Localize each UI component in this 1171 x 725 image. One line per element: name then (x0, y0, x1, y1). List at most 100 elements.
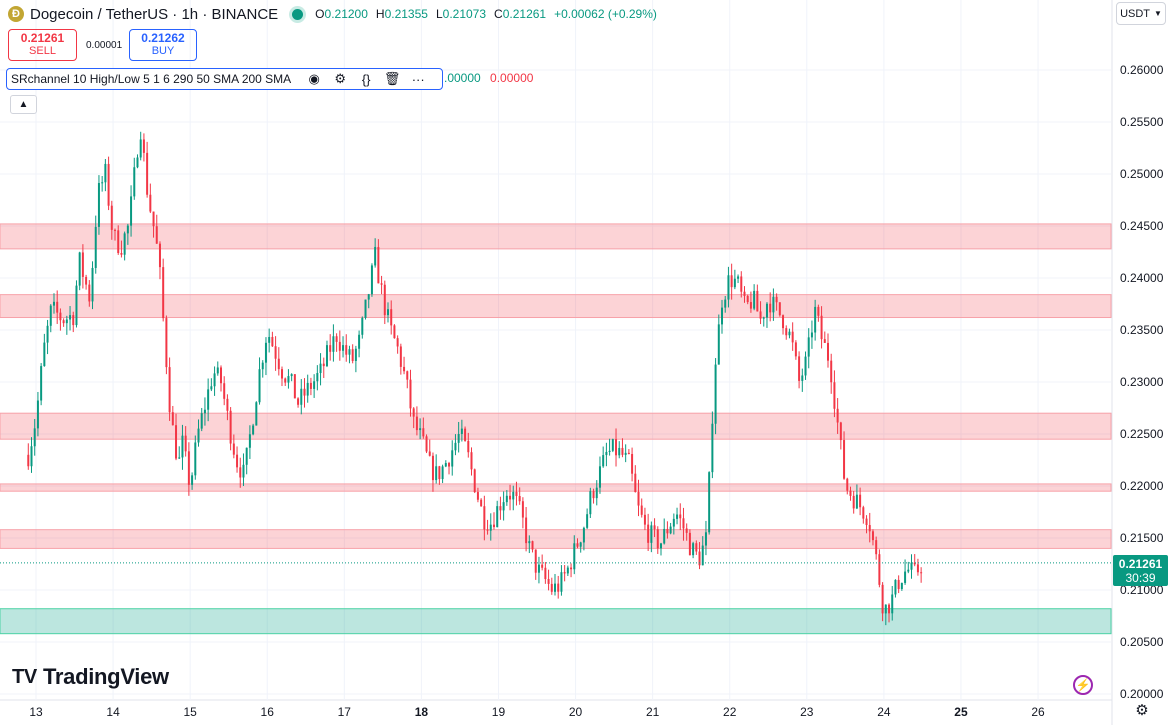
price-tick-label: 0.24000 (1120, 271, 1164, 285)
trash-icon[interactable]: 🗑 (383, 71, 401, 86)
candle-body (737, 276, 740, 279)
time-tick-label: 14 (106, 705, 120, 719)
candle-body (91, 267, 94, 302)
candle-body (605, 451, 608, 456)
candle-body (27, 454, 30, 467)
chevron-down-icon: ▼ (1154, 9, 1162, 18)
candle-body (325, 345, 328, 367)
price-tick-label: 0.20500 (1120, 635, 1164, 649)
candle-body (717, 324, 720, 365)
candle-body (43, 342, 46, 367)
lightning-icon[interactable]: ⚡ (1073, 675, 1093, 695)
time-tick-label: 13 (29, 705, 43, 719)
more-icon[interactable]: ··· (411, 71, 425, 87)
candle-body (464, 428, 467, 441)
candle-body (647, 524, 650, 543)
tradingview-logo[interactable]: TV TradingView (12, 664, 169, 690)
candle-body (184, 435, 187, 452)
candle-body (653, 525, 656, 530)
candle-body (345, 345, 348, 355)
buy-price: 0.21262 (141, 31, 185, 45)
candle-body (107, 163, 110, 206)
candle-body (354, 348, 357, 361)
candle-body (894, 579, 897, 595)
candle-body (322, 363, 325, 367)
source-code-icon[interactable]: {} (361, 71, 371, 87)
candle-body (698, 551, 701, 566)
candle-body (248, 434, 251, 448)
candle-body (110, 205, 113, 230)
candle-body (460, 428, 463, 435)
candle-body (52, 301, 55, 306)
time-tick-label: 15 (183, 705, 197, 719)
ohlc-high: H0.21355 (375, 7, 428, 21)
collapse-legend-button[interactable]: ▲ (10, 95, 37, 114)
candle-body (277, 358, 280, 370)
candle-body (547, 579, 550, 584)
candle-body (496, 506, 499, 528)
candle-body (743, 291, 746, 296)
symbol-title[interactable]: Dogecoin / TetherUS · 1h · BINANCE (30, 5, 279, 23)
candle-body (865, 518, 868, 526)
candle-body (175, 425, 178, 459)
candle-body (663, 528, 666, 544)
candle-body (165, 318, 168, 368)
gear-icon[interactable]: ⚙ (1135, 702, 1149, 719)
candle-body (688, 532, 691, 556)
candle-body (775, 296, 778, 303)
candle-body (226, 398, 229, 411)
candle-body (258, 369, 261, 403)
time-axis[interactable]: 13 14 15 16 17 18 19 20 21 22 23 24 25 26 (29, 705, 1045, 719)
candle-body (236, 454, 239, 468)
candle-body (290, 374, 293, 377)
candle-body (759, 311, 762, 319)
resistance-zone (0, 483, 1112, 492)
candle-body (920, 572, 923, 574)
candle-body (839, 422, 842, 441)
candle-body (595, 487, 598, 499)
candle-body (261, 362, 264, 370)
candle-body (820, 315, 823, 340)
time-tick-label: 17 (338, 705, 352, 719)
buy-button[interactable]: 0.21262 BUY (129, 29, 197, 61)
time-tick-label: 19 (492, 705, 506, 719)
candle-body (126, 225, 129, 234)
resistance-zone (0, 529, 1112, 549)
candle-body (454, 442, 457, 451)
time-tick-label: 21 (646, 705, 660, 719)
candle-body (798, 356, 801, 381)
candle-body (852, 495, 855, 509)
indicator-name[interactable]: SRchannel 10 High/Low 5 1 6 290 50 SMA 2… (11, 72, 292, 86)
eye-icon[interactable]: ◉ (308, 71, 320, 86)
candle-body (836, 408, 839, 423)
currency-selector[interactable]: USDT ▼ (1116, 2, 1166, 25)
settings-icon[interactable]: ⚙ (334, 71, 347, 86)
symbol-header[interactable]: Ð Dogecoin / TetherUS · 1h · BINANCE O0.… (8, 4, 657, 24)
candle-body (756, 290, 759, 312)
candle-body (833, 382, 836, 409)
candle-body (608, 450, 611, 452)
candle-body (297, 398, 300, 405)
candle-body (862, 507, 865, 519)
candle-body (242, 464, 245, 478)
candle-body (855, 494, 858, 509)
price-axis[interactable]: 0.26000 0.25500 0.25000 0.24500 0.24000 0.235… (1120, 63, 1164, 701)
candle-body (589, 491, 592, 515)
candle-body (287, 376, 290, 383)
price-tick-label: 0.23000 (1120, 375, 1164, 389)
candle-body (849, 490, 852, 496)
candle-body (788, 331, 791, 336)
candle-body (415, 416, 418, 431)
candle-body (582, 527, 585, 543)
time-tick-label: 20 (569, 705, 583, 719)
candle-body (878, 554, 881, 585)
candle-body (149, 194, 152, 212)
sell-button[interactable]: 0.21261 SELL (8, 29, 77, 61)
candle-body (293, 374, 296, 399)
candle-body (133, 167, 136, 197)
last-price-value: 0.21261 (1118, 556, 1163, 571)
price-tick-label: 0.21500 (1120, 531, 1164, 545)
candle-body (685, 528, 688, 533)
indicator-legend[interactable]: SRchannel 10 High/Low 5 1 6 290 50 SMA 2… (6, 68, 443, 90)
